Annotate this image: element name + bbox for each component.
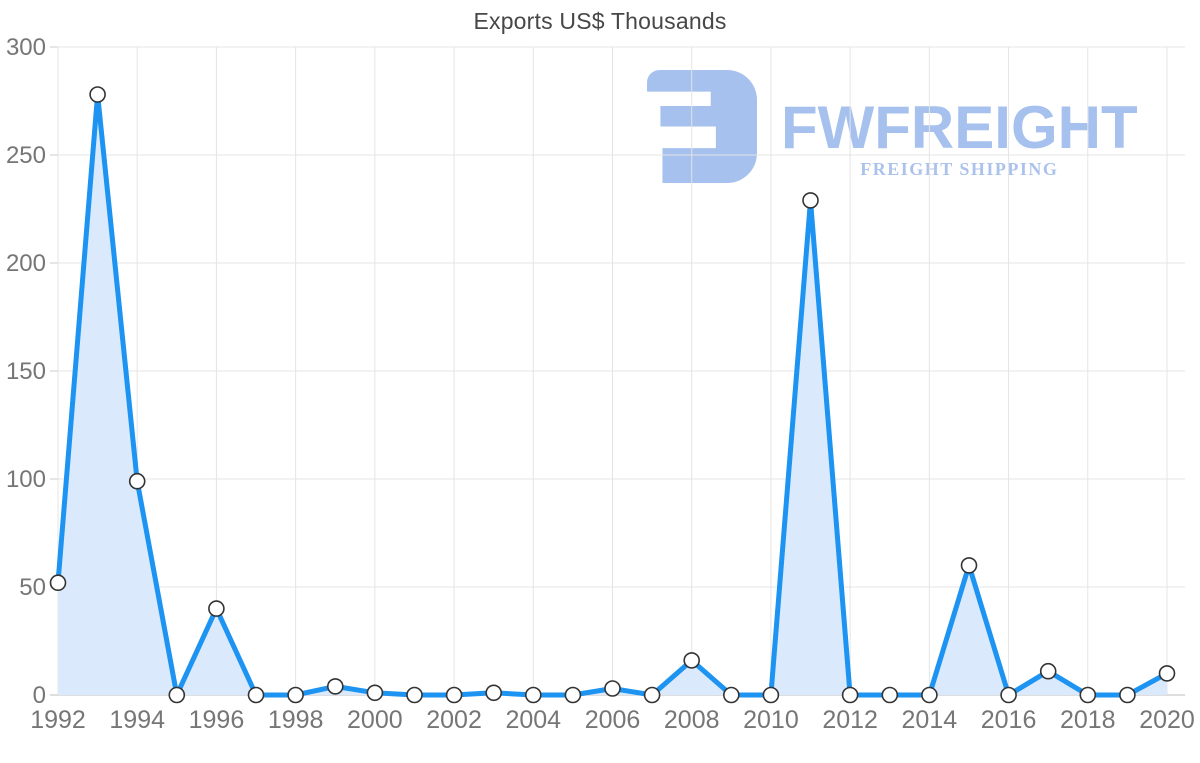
- y-tick-label: 250: [6, 142, 46, 169]
- x-tick-label: 1994: [109, 706, 165, 734]
- y-tick-label: 300: [6, 34, 46, 61]
- data-point-marker: [604, 680, 621, 697]
- x-tick-label: 2008: [664, 706, 720, 734]
- data-point-marker: [89, 86, 106, 103]
- data-point-marker: [485, 684, 503, 702]
- data-point-marker: [326, 678, 344, 695]
- data-point-marker: [445, 686, 463, 704]
- x-tick-label: 2012: [822, 706, 878, 734]
- x-tick-label: 2006: [585, 706, 641, 734]
- data-point-marker: [643, 686, 661, 704]
- data-point-marker: [1000, 686, 1017, 704]
- y-tick-label: 100: [6, 466, 46, 493]
- x-tick-label: 2010: [743, 706, 799, 734]
- data-point-marker: [1039, 662, 1057, 680]
- y-tick-label: 0: [33, 682, 46, 709]
- x-tick-label: 1998: [268, 706, 324, 734]
- data-point-marker: [1119, 686, 1136, 704]
- x-tick-label: 2004: [505, 706, 561, 734]
- data-point-marker: [564, 686, 582, 704]
- x-tick-label: 2000: [347, 706, 403, 734]
- x-tick-label: 1996: [189, 706, 245, 734]
- data-point-marker: [168, 686, 186, 704]
- x-tick-label: 2002: [426, 706, 482, 734]
- data-point-marker: [287, 686, 304, 704]
- data-point-marker: [524, 686, 542, 704]
- x-tick-label: 2016: [981, 706, 1037, 734]
- data-point-marker: [762, 686, 780, 704]
- data-point-marker: [841, 686, 859, 704]
- data-point-marker: [49, 574, 67, 592]
- data-point-marker: [1158, 665, 1176, 682]
- data-point-marker: [722, 686, 740, 704]
- data-point-marker: [960, 557, 978, 574]
- data-point-marker: [802, 192, 819, 209]
- data-point-marker: [208, 600, 225, 617]
- data-point-marker: [247, 686, 265, 704]
- data-point-marker: [128, 472, 146, 490]
- data-point-marker: [406, 686, 423, 704]
- data-point-marker: [1079, 686, 1097, 704]
- y-tick-label: 200: [6, 250, 46, 277]
- data-point-marker: [881, 686, 899, 704]
- x-tick-label: 2020: [1139, 706, 1195, 734]
- x-tick-label: 2014: [902, 706, 958, 734]
- x-tick-label: 1992: [30, 706, 86, 734]
- data-point-marker: [921, 686, 938, 704]
- y-tick-label: 150: [6, 358, 46, 385]
- data-point-marker: [366, 684, 384, 702]
- x-tick-label: 2018: [1060, 706, 1116, 734]
- data-point-marker: [683, 652, 701, 669]
- chart-title: Exports US$ Thousands: [473, 8, 727, 34]
- y-tick-label: 50: [19, 574, 46, 601]
